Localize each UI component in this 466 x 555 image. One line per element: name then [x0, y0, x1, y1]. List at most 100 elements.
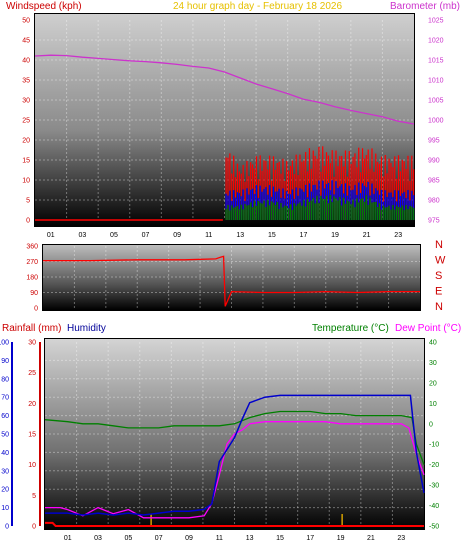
windspeed-tick-label: 10 — [22, 178, 30, 185]
hour-tick-label: 07 — [142, 232, 150, 239]
compass-label: N — [435, 301, 443, 313]
compass-label: W — [435, 255, 446, 267]
hour-tick-label: 19 — [337, 535, 345, 542]
rainfall-tick-label: 30 — [28, 340, 36, 347]
humidity-tick-label: 50 — [1, 432, 9, 439]
humidity-axis-title: Humidity — [67, 323, 106, 334]
temperature-tick-label: 0 — [429, 421, 433, 428]
temperature-tick-label: -10 — [429, 442, 439, 449]
compass-label: N — [435, 239, 443, 251]
barometer-tick-label: 975 — [428, 218, 440, 225]
hour-tick-label: 13 — [246, 535, 254, 542]
hour-tick-label: 15 — [276, 535, 284, 542]
barometer-tick-label: 1025 — [428, 18, 444, 25]
windspeed-tick-label: 5 — [26, 198, 30, 205]
rainfall-line — [45, 521, 424, 527]
direction-tick-label: 180 — [26, 275, 38, 282]
barometer-tick-label: 980 — [428, 198, 440, 205]
windspeed-tick-label: 20 — [22, 138, 30, 145]
hour-tick-label: 21 — [363, 232, 371, 239]
humidity-tick-label: 20 — [1, 487, 9, 494]
hour-tick-label: 17 — [300, 232, 308, 239]
chart-title: 24 hour graph day - February 18 2026 — [173, 1, 342, 12]
humidity-tick-label: 0 — [5, 524, 9, 531]
hour-tick-label: 01 — [64, 535, 72, 542]
rainfall-tick-label: 20 — [28, 401, 36, 408]
windspeed-tick-label: 50 — [22, 18, 30, 25]
temperature-tick-label: -20 — [429, 462, 439, 469]
humidity-tick-label: 100 — [0, 340, 9, 347]
direction-tick-label: 90 — [30, 290, 38, 297]
barometer-tick-label: 1015 — [428, 58, 444, 65]
humidity-tick-label: 70 — [1, 395, 9, 402]
windspeed-tick-label: 40 — [22, 58, 30, 65]
temperature-tick-label: 30 — [429, 360, 437, 367]
hour-tick-label: 05 — [110, 232, 118, 239]
compass-label: E — [435, 286, 442, 298]
windspeed-tick-label: 35 — [22, 78, 30, 85]
humidity-tick-label: 10 — [1, 505, 9, 512]
hour-tick-label: 17 — [306, 535, 314, 542]
wind-direction-line — [43, 255, 420, 307]
barometer-tick-label: 985 — [428, 178, 440, 185]
humidity-tick-label: 90 — [1, 358, 9, 365]
hour-tick-label: 09 — [185, 535, 193, 542]
temperature-axis-title: Temperature (°C) — [312, 323, 389, 334]
hour-tick-label: 03 — [78, 232, 86, 239]
hour-tick-label: 21 — [367, 535, 375, 542]
temperature-tick-label: -30 — [429, 483, 439, 490]
hour-tick-label: 23 — [394, 232, 402, 239]
barometer-tick-label: 995 — [428, 138, 440, 145]
hour-tick-label: 13 — [236, 232, 244, 239]
rainfall-tick-label: 5 — [32, 493, 36, 500]
barometer-line — [34, 54, 415, 125]
windspeed-tick-label: 25 — [22, 118, 30, 125]
temperature-tick-label: 40 — [429, 340, 437, 347]
temperature-tick-label: -50 — [429, 524, 439, 531]
humidity-tick-label: 80 — [1, 376, 9, 383]
temperature-tick-label: -40 — [429, 503, 439, 510]
direction-tick-label: 270 — [26, 259, 38, 266]
barometer-tick-label: 1005 — [428, 98, 444, 105]
hour-tick-label: 01 — [47, 232, 55, 239]
hour-tick-label: 19 — [331, 232, 339, 239]
hour-tick-label: 15 — [268, 232, 276, 239]
rainfall-tick-label: 0 — [32, 524, 36, 531]
windspeed-tick-label: 30 — [22, 98, 30, 105]
rainfall-tick-label: 10 — [28, 462, 36, 469]
windspeed-tick-label: 15 — [22, 158, 30, 165]
barometer-axis-title: Barometer (mb) — [390, 1, 460, 12]
hour-tick-label: 09 — [173, 232, 181, 239]
temperature-tick-label: 20 — [429, 380, 437, 387]
dewpoint-line — [45, 421, 425, 519]
temp-humidity-plot: 1009080706050403020100302520151050403020… — [0, 340, 439, 543]
rainfall-tick-label: 25 — [28, 370, 36, 377]
barometer-tick-label: 1020 — [428, 38, 444, 45]
hour-tick-label: 07 — [155, 535, 163, 542]
hour-tick-label: 23 — [397, 535, 405, 542]
direction-tick-label: 0 — [34, 306, 38, 313]
barometer-tick-label: 990 — [428, 158, 440, 165]
windspeed-tick-label: 0 — [26, 218, 30, 225]
direction-tick-label: 360 — [26, 244, 38, 251]
humidity-line — [45, 394, 425, 516]
barometer-tick-label: 1000 — [428, 118, 444, 125]
barometer-tick-label: 1010 — [428, 78, 444, 85]
windspeed-tick-label: 45 — [22, 38, 30, 45]
hour-tick-label: 11 — [216, 535, 223, 542]
temperature-line — [44, 410, 425, 465]
hour-tick-label: 03 — [94, 535, 102, 542]
direction-panel-background — [43, 245, 420, 310]
windspeed-axis-title: Windspeed (kph) — [6, 1, 82, 12]
humidity-tick-label: 30 — [1, 468, 9, 475]
rainfall-tick-label: 15 — [28, 432, 36, 439]
hour-tick-label: 05 — [124, 535, 132, 542]
humidity-tick-label: 40 — [1, 450, 9, 457]
compass-label: S — [435, 270, 442, 282]
hour-tick-label: 11 — [205, 232, 212, 239]
rainfall-axis-title: Rainfall (mm) — [2, 323, 61, 334]
